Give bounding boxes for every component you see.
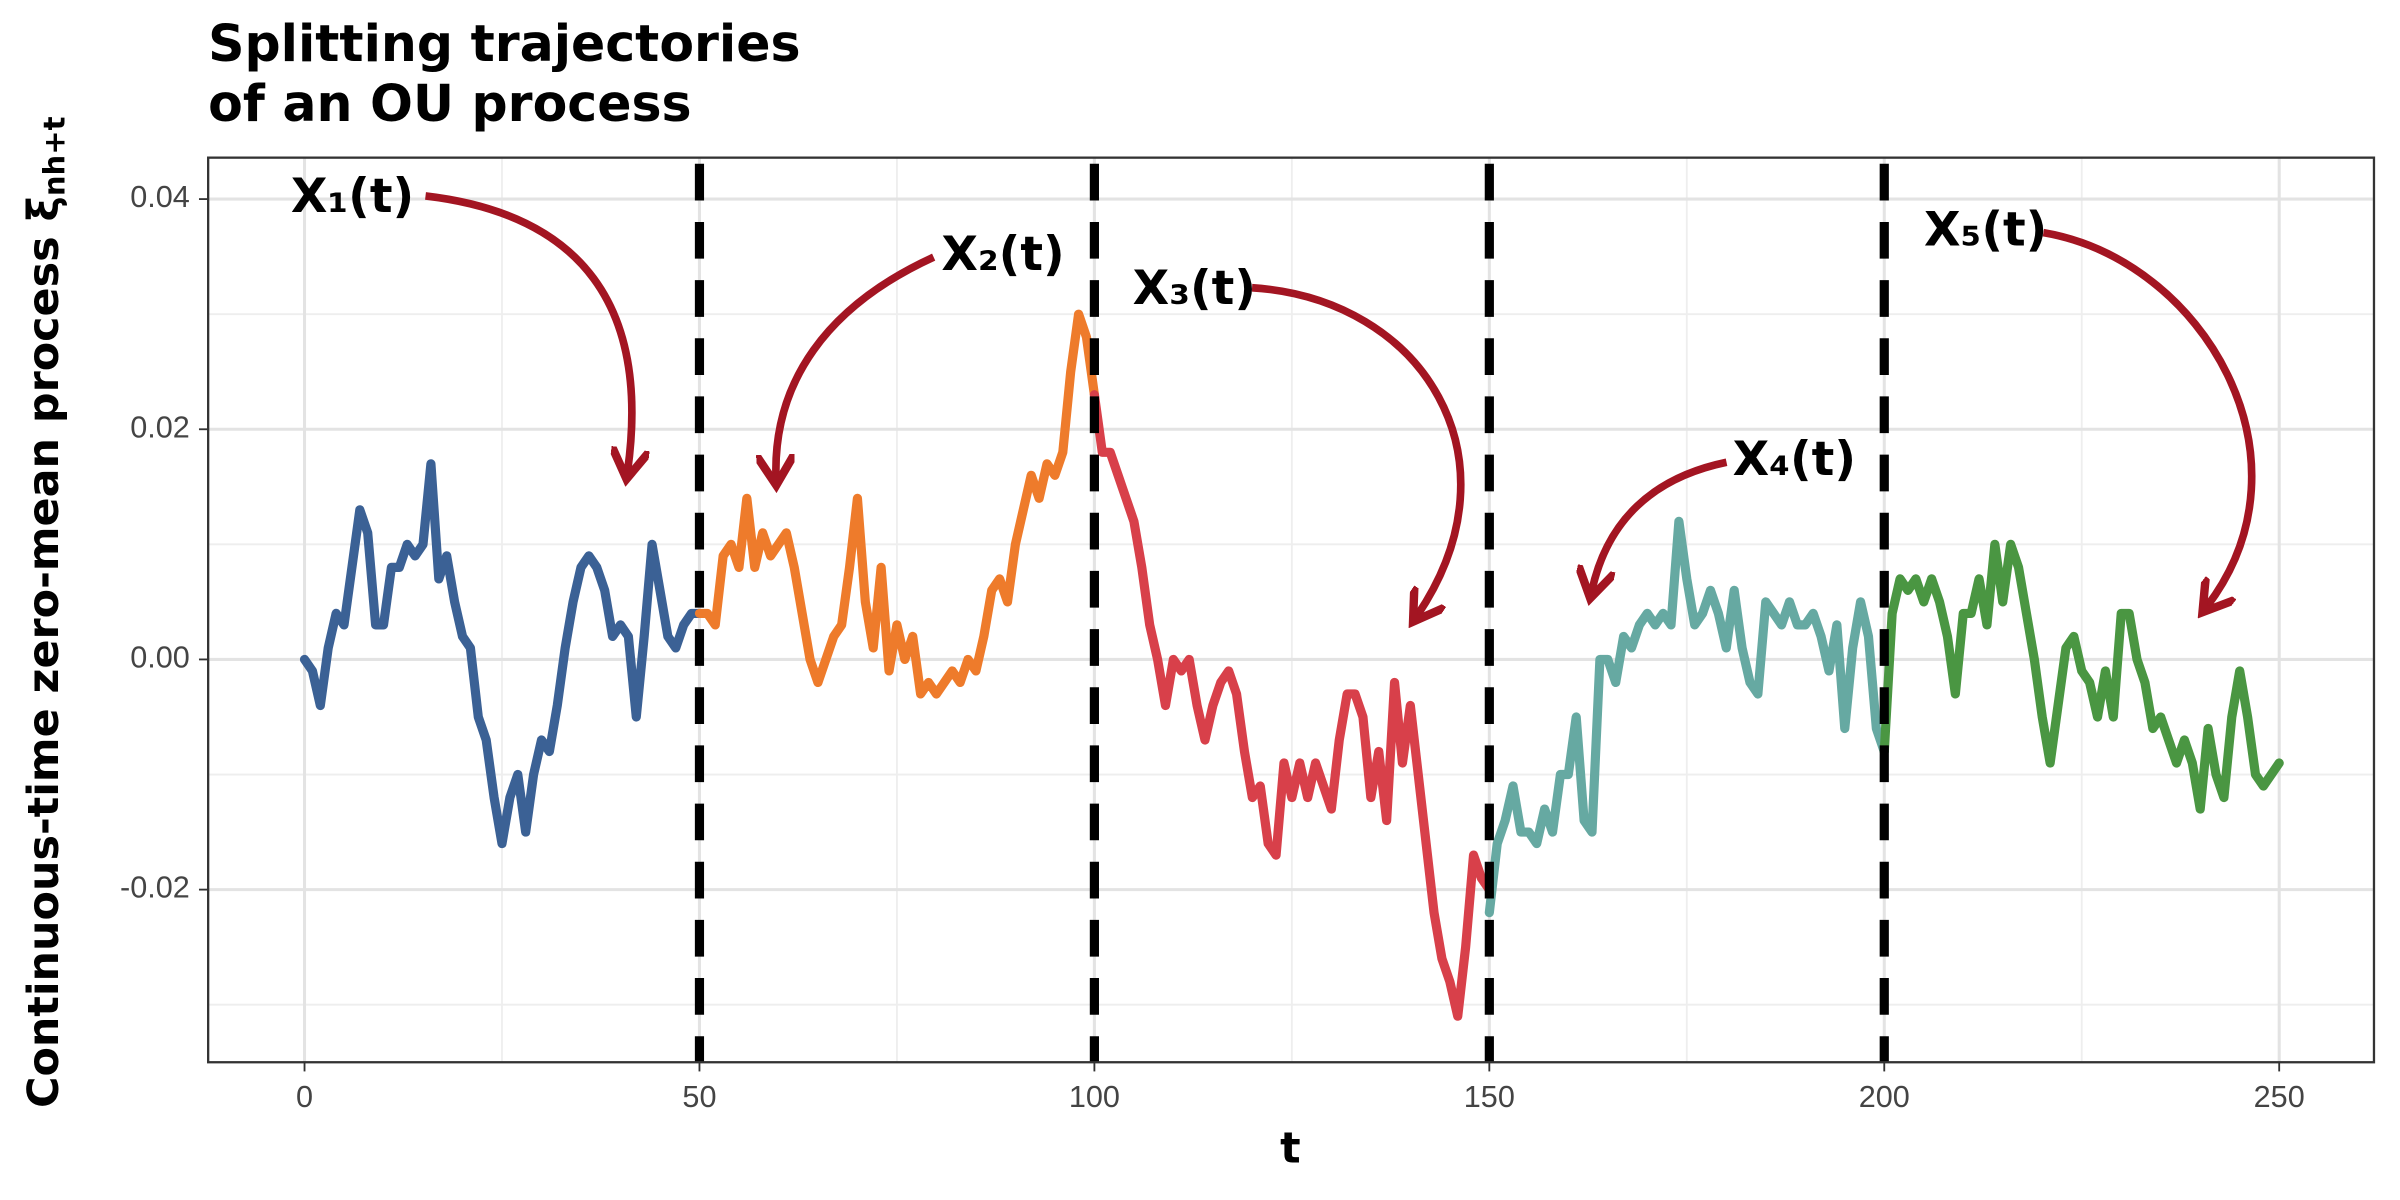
x-tick-label: 200 <box>1859 1080 1910 1114</box>
annotation-arrow <box>425 192 632 472</box>
annotation-label: X₁(t) <box>291 169 414 224</box>
series-line <box>299 459 705 849</box>
x-axis-label: t <box>1280 1124 1300 1174</box>
annotation-label: X₂(t) <box>941 227 1064 282</box>
annotation-arrow <box>776 253 936 477</box>
plot-area: -0.02 0.00 0.02 0.04 0 50 100 150 200 250 X₁(t) X₂(… <box>120 156 2376 1114</box>
y-axis-label: Continuous-time zero-mean process ξnh+t <box>18 116 71 1108</box>
x-tick-label: 0 <box>296 1080 313 1114</box>
annotation-label: X₄(t) <box>1733 432 1856 487</box>
chart-title: of an OU process <box>208 74 691 133</box>
y-tick-label: 0.02 <box>130 410 190 444</box>
annotation-arrow <box>1592 458 1728 591</box>
annotation-label: X₃(t) <box>1133 261 1256 316</box>
y-tick-label: 0.00 <box>130 641 190 675</box>
series-line <box>1484 516 1889 918</box>
panel-border <box>207 156 2376 1064</box>
x-tick-label: 250 <box>2254 1080 2305 1114</box>
annotation-arrow <box>1251 283 1465 616</box>
series-line <box>694 309 1099 699</box>
series-line <box>1879 539 2284 814</box>
x-tick-label: 50 <box>682 1080 716 1114</box>
x-tick-label: 100 <box>1069 1080 1120 1114</box>
annotation-arrow <box>2042 228 2256 606</box>
annotation-label: X₅(t) <box>1924 203 2047 258</box>
series-line <box>1089 390 1494 1021</box>
chart-title: Splitting trajectories <box>208 14 800 73</box>
y-axis-label-main: Continuous-time zero-mean process ξ <box>18 196 68 1108</box>
y-tick-label: 0.04 <box>130 180 190 214</box>
y-axis-label-sub: nh+t <box>38 116 72 196</box>
y-tick-label: -0.02 <box>120 871 190 905</box>
x-tick-label: 150 <box>1464 1080 1515 1114</box>
